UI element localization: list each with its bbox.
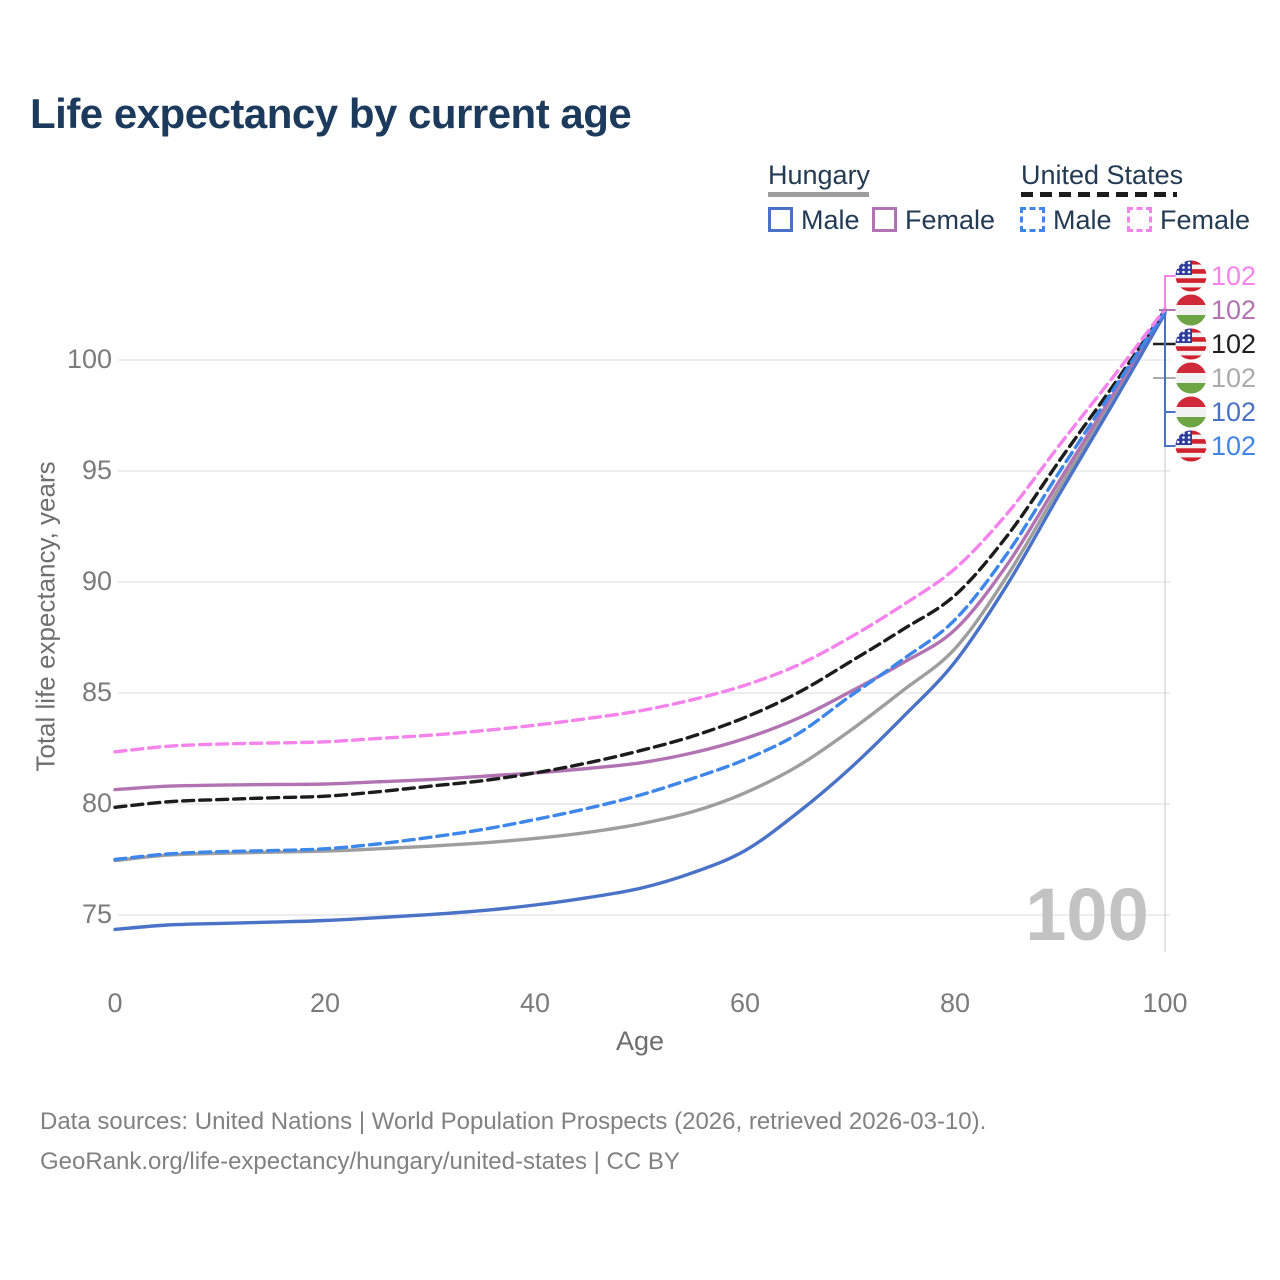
footer-sources: Data sources: United Nations | World Pop…	[40, 1108, 987, 1135]
y-tick-95: 95	[81, 455, 112, 485]
x-tick-40: 40	[519, 988, 551, 1018]
hover-age-watermark: 100	[1025, 873, 1149, 956]
end-value-us-male: 102	[1211, 431, 1257, 461]
footer-attribution: GeoRank.org/life-expectancy/hungary/unit…	[40, 1148, 680, 1175]
end-value-hungary-total: 102	[1211, 363, 1257, 393]
series-line-us-total[interactable]	[113, 308, 1167, 809]
x-tick-60: 60	[729, 988, 761, 1018]
end-value-hungary-female: 102	[1211, 295, 1257, 325]
end-value-hungary-male: 102	[1211, 397, 1257, 427]
x-tick-80: 80	[939, 988, 971, 1018]
end-value-us-female: 102	[1211, 261, 1257, 291]
leader-line-us-male	[1164, 314, 1176, 447]
legend-label-hungary-male[interactable]: Male	[801, 205, 860, 235]
page-title: Life expectancy by current age	[30, 90, 632, 137]
y-tick-100: 100	[66, 344, 112, 374]
series-line-us-male[interactable]	[113, 309, 1167, 862]
x-tick-0: 0	[107, 988, 123, 1018]
legend-label-hungary-female[interactable]: Female	[905, 205, 996, 235]
y-tick-90: 90	[81, 566, 112, 596]
x-tick-20: 20	[309, 988, 341, 1018]
series-line-hungary-male[interactable]	[113, 311, 1167, 932]
y-tick-75: 75	[81, 899, 112, 929]
flag-us-icon	[1175, 260, 1207, 292]
legend-label-united-states-male[interactable]: Male	[1053, 205, 1112, 235]
legend-label-united-states-female[interactable]: Female	[1160, 205, 1251, 235]
end-value-us-total: 102	[1211, 329, 1257, 359]
y-axis-title: Total life expectancy, years	[30, 461, 61, 772]
leader-line-us-female	[1164, 275, 1176, 312]
legend-swatch-united-states-female[interactable]	[1127, 207, 1152, 232]
legend-swatch-hungary-female[interactable]	[872, 207, 897, 232]
legend-underline-dashed	[1021, 192, 1177, 197]
y-tick-85: 85	[81, 677, 112, 707]
x-axis-title: Age	[615, 1026, 665, 1056]
flag-hu-icon	[1175, 294, 1207, 326]
series-line-us-female[interactable]	[113, 307, 1167, 754]
y-tick-80: 80	[81, 788, 112, 818]
x-tick-100: 100	[1142, 988, 1188, 1018]
flag-us-icon	[1175, 328, 1207, 360]
series-line-hungary-total[interactable]	[113, 309, 1167, 863]
flag-hu-icon	[1175, 362, 1207, 394]
legend-swatch-united-states-male[interactable]	[1020, 207, 1045, 232]
flag-hu-icon	[1175, 396, 1207, 428]
legend-group-united-states[interactable]: United States	[1021, 160, 1184, 190]
series-line-hungary-female[interactable]	[113, 309, 1167, 792]
legend-swatch-hungary-male[interactable]	[768, 207, 793, 232]
legend-underline-solid	[768, 192, 869, 197]
flag-us-icon	[1175, 430, 1207, 462]
legend-group-hungary[interactable]: Hungary	[768, 160, 871, 190]
